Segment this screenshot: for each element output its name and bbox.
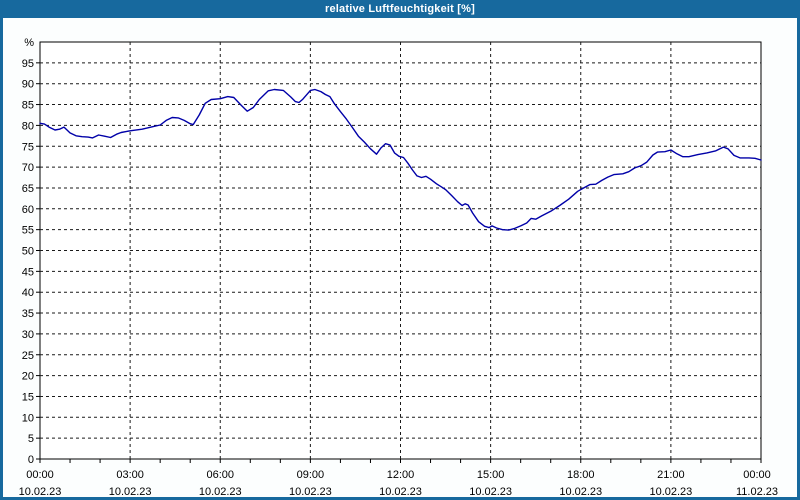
y-tick-label: 85 — [22, 100, 34, 112]
y-tick-label: 40 — [22, 287, 34, 299]
y-tick-label: 25 — [22, 350, 34, 362]
x-tick-time-label: 18:00 — [567, 469, 595, 481]
x-tick-date-label: 11.02.23 — [736, 486, 778, 497]
x-tick-date-label: 10.02.23 — [19, 486, 62, 497]
x-tick-date-label: 10.02.23 — [469, 486, 512, 497]
y-tick-label: 20 — [22, 371, 34, 383]
humidity-line-chart: 0 5 10 15 20 25 30 35 40 45 50 55 60 65 70 75 80 85 90 95% 0… — [19, 37, 778, 497]
title-bar: relative Luftfeuchtigkeit [%] — [0, 0, 800, 18]
x-tick-time-label: 12:00 — [387, 469, 415, 481]
y-tick-label: 75 — [22, 141, 34, 153]
y-tick-label: 45 — [22, 266, 34, 278]
x-tick-time-label: 00:00 — [26, 469, 54, 481]
humidity-series-line — [39, 88, 762, 231]
x-tick-date-label: 10.02.23 — [199, 486, 242, 497]
y-tick-label: 0 — [28, 454, 34, 466]
y-tick-label: 30 — [22, 329, 34, 341]
x-tick-date-label: 10.02.23 — [289, 486, 332, 497]
x-tick-date-label: 10.02.23 — [379, 486, 422, 497]
x-tick-time-label: 21:00 — [657, 469, 685, 481]
y-tick-label: 50 — [22, 246, 34, 258]
y-tick-label: 5 — [28, 433, 34, 445]
y-tick-label: 55 — [22, 225, 34, 237]
window-title: relative Luftfeuchtigkeit [%] — [324, 3, 476, 15]
y-tick-label: 10 — [22, 412, 34, 424]
y-tick-label: 15 — [22, 391, 34, 403]
y-tick-label: 60 — [22, 204, 34, 216]
y-tick-label: 95 — [22, 58, 34, 70]
y-tick-label: 65 — [22, 183, 34, 195]
y-tick-label: 35 — [22, 308, 34, 320]
chart-panel: 0 5 10 15 20 25 30 35 40 45 50 55 60 65 70 75 80 85 90 95% 0… — [3, 18, 797, 497]
x-tick-time-label: 00:00 — [743, 469, 771, 481]
x-tick-time-label: 15:00 — [477, 469, 505, 481]
y-tick-label: 90 — [22, 79, 34, 91]
y-tick-label: 70 — [22, 162, 34, 174]
x-tick-time-label: 09:00 — [297, 469, 325, 481]
x-tick-time-label: 06:00 — [206, 469, 234, 481]
y-tick-label: 80 — [22, 120, 34, 132]
x-tick-time-label: 03:00 — [116, 469, 144, 481]
y-axis-unit-label: % — [24, 37, 34, 49]
x-tick-date-label: 10.02.23 — [559, 486, 602, 497]
x-tick-date-label: 10.02.23 — [649, 486, 692, 497]
x-tick-date-label: 10.02.23 — [109, 486, 152, 497]
